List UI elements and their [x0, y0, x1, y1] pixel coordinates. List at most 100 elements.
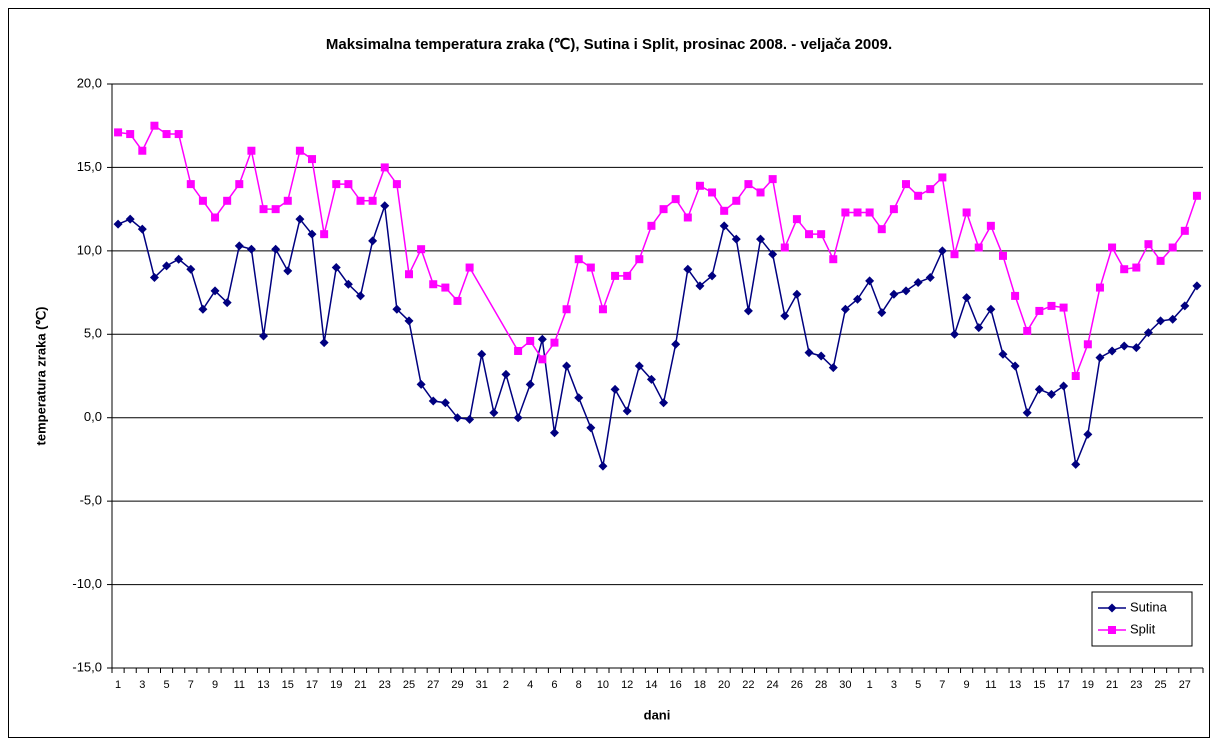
x-tick-label: 31 — [476, 679, 488, 691]
legend-label: Sutina — [1130, 599, 1168, 614]
marker — [1180, 226, 1189, 235]
x-tick-label: 4 — [527, 679, 533, 691]
marker — [1143, 328, 1153, 338]
marker — [271, 205, 280, 214]
marker — [962, 293, 972, 303]
x-tick-label: 17 — [306, 679, 318, 691]
y-tick-label: 0,0 — [84, 409, 102, 424]
chart-title: Maksimalna temperatura zraka (℃), Sutina… — [326, 36, 892, 53]
marker — [562, 305, 571, 314]
marker — [950, 250, 959, 259]
marker — [417, 245, 426, 254]
marker — [1083, 340, 1092, 349]
x-tick-label: 5 — [915, 679, 921, 691]
marker — [671, 339, 681, 349]
marker — [125, 214, 135, 224]
x-tick-label: 10 — [597, 679, 609, 691]
marker — [525, 379, 535, 389]
x-tick-label: 13 — [257, 679, 269, 691]
x-tick-label: 7 — [939, 679, 945, 691]
marker — [756, 234, 766, 244]
x-tick-label: 27 — [1179, 679, 1191, 691]
marker — [514, 346, 523, 355]
marker — [732, 196, 741, 205]
marker — [222, 298, 232, 308]
marker — [1046, 389, 1056, 399]
marker — [320, 230, 329, 239]
marker — [938, 173, 947, 182]
marker — [186, 180, 195, 189]
marker — [137, 224, 147, 234]
marker — [344, 180, 353, 189]
marker — [1011, 291, 1020, 300]
marker — [319, 338, 329, 348]
marker — [368, 196, 377, 205]
marker — [1023, 326, 1032, 335]
marker — [1131, 343, 1141, 353]
marker — [1107, 603, 1117, 613]
series-line — [117, 205, 1198, 468]
x-tick-label: 2 — [503, 679, 509, 691]
marker — [198, 196, 207, 205]
marker — [283, 196, 292, 205]
marker — [853, 208, 862, 217]
marker — [162, 130, 171, 139]
marker — [429, 280, 438, 289]
x-tick-label: 13 — [1009, 679, 1021, 691]
marker — [574, 255, 583, 264]
x-tick-label: 3 — [891, 679, 897, 691]
marker — [1095, 283, 1104, 292]
marker — [610, 384, 620, 394]
y-tick-label: -15,0 — [72, 659, 102, 674]
marker — [331, 263, 341, 273]
marker — [150, 121, 159, 130]
x-tick-label: 9 — [964, 679, 970, 691]
marker — [1059, 303, 1068, 312]
marker — [210, 286, 220, 296]
marker — [453, 296, 462, 305]
marker — [816, 351, 826, 361]
marker — [998, 349, 1008, 359]
x-tick-label: 25 — [403, 679, 415, 691]
x-tick-label: 6 — [551, 679, 557, 691]
marker — [598, 305, 607, 314]
x-tick-label: 28 — [815, 679, 827, 691]
y-tick-label: 10,0 — [77, 242, 102, 257]
marker — [1132, 263, 1141, 272]
y-axis-label: temperatura zraka (℃) — [33, 307, 48, 446]
marker — [440, 398, 450, 408]
marker — [683, 264, 693, 274]
marker — [720, 206, 729, 215]
marker — [780, 243, 789, 252]
marker — [622, 406, 632, 416]
marker — [392, 180, 401, 189]
x-axis-label: dani — [644, 707, 671, 722]
marker — [380, 163, 389, 172]
marker — [659, 398, 669, 408]
marker — [211, 213, 220, 222]
x-tick-label: 15 — [282, 679, 294, 691]
x-tick-label: 14 — [645, 679, 657, 691]
x-tick-label: 24 — [767, 679, 779, 691]
marker — [404, 316, 414, 326]
marker — [550, 338, 559, 347]
x-tick-label: 19 — [1082, 679, 1094, 691]
marker — [162, 261, 172, 271]
marker — [186, 264, 196, 274]
marker — [768, 249, 778, 259]
marker — [1071, 459, 1081, 469]
marker — [114, 128, 123, 137]
x-tick-label: 11 — [234, 679, 245, 691]
marker — [526, 336, 535, 345]
marker — [792, 289, 802, 299]
chart-frame — [8, 8, 1210, 738]
x-tick-label: 21 — [1106, 679, 1118, 691]
marker — [356, 196, 365, 205]
marker — [926, 185, 935, 194]
marker — [998, 251, 1007, 260]
marker — [647, 221, 656, 230]
marker — [974, 243, 983, 252]
marker — [611, 271, 620, 280]
marker — [198, 304, 208, 314]
